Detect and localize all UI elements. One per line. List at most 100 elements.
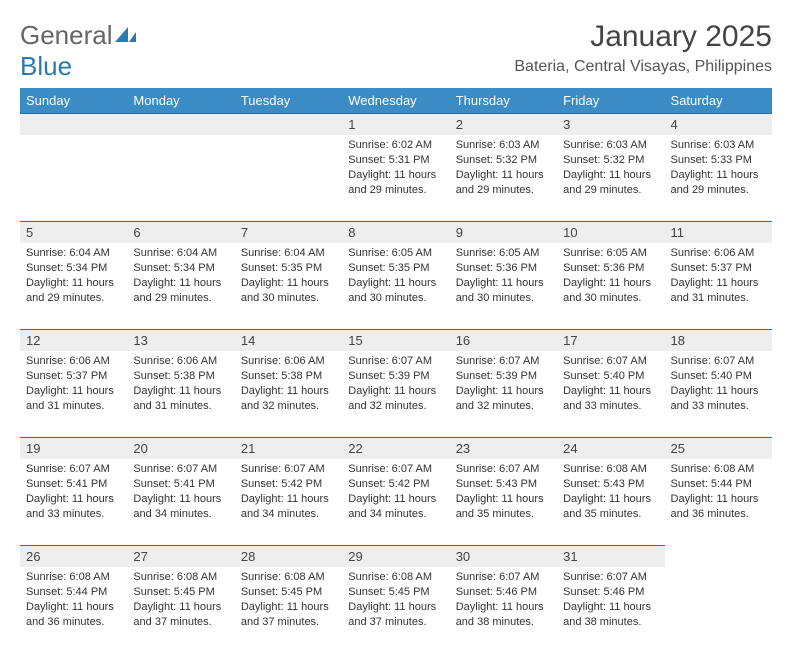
empty-cell: [235, 135, 342, 221]
day-number-cell: 28: [235, 545, 342, 567]
calendar-table: Sunday Monday Tuesday Wednesday Thursday…: [20, 88, 772, 653]
day-number: 7: [235, 221, 342, 243]
day-details: Sunrise: 6:05 AMSunset: 5:35 PMDaylight:…: [342, 243, 449, 311]
day-cell: Sunrise: 6:05 AMSunset: 5:35 PMDaylight:…: [342, 243, 449, 329]
day-number: 18: [665, 329, 772, 351]
day-details: Sunrise: 6:06 AMSunset: 5:37 PMDaylight:…: [665, 243, 772, 311]
day-number: 15: [342, 329, 449, 351]
day-details: Sunrise: 6:07 AMSunset: 5:40 PMDaylight:…: [665, 351, 772, 419]
day-cell: Sunrise: 6:07 AMSunset: 5:42 PMDaylight:…: [235, 459, 342, 545]
day-content-row: Sunrise: 6:04 AMSunset: 5:34 PMDaylight:…: [20, 243, 772, 329]
weekday-header: Saturday: [665, 88, 772, 113]
day-details: Sunrise: 6:07 AMSunset: 5:46 PMDaylight:…: [450, 567, 557, 635]
day-number: 23: [450, 437, 557, 459]
day-details: Sunrise: 6:07 AMSunset: 5:46 PMDaylight:…: [557, 567, 664, 635]
day-number: 25: [665, 437, 772, 459]
day-number-cell: 31: [557, 545, 664, 567]
day-number: 19: [20, 437, 127, 459]
day-number: 14: [235, 329, 342, 351]
day-cell: Sunrise: 6:07 AMSunset: 5:41 PMDaylight:…: [20, 459, 127, 545]
day-number-cell: 25: [665, 437, 772, 459]
day-content-row: Sunrise: 6:08 AMSunset: 5:44 PMDaylight:…: [20, 567, 772, 653]
day-number-cell: 9: [450, 221, 557, 243]
day-number: 3: [557, 113, 664, 135]
daynum-row: 262728293031: [20, 545, 772, 567]
day-details: Sunrise: 6:08 AMSunset: 5:45 PMDaylight:…: [235, 567, 342, 635]
day-cell: Sunrise: 6:06 AMSunset: 5:37 PMDaylight:…: [20, 351, 127, 437]
day-number: 5: [20, 221, 127, 243]
day-content-row: Sunrise: 6:06 AMSunset: 5:37 PMDaylight:…: [20, 351, 772, 437]
day-details: Sunrise: 6:06 AMSunset: 5:38 PMDaylight:…: [235, 351, 342, 419]
day-details: Sunrise: 6:04 AMSunset: 5:34 PMDaylight:…: [20, 243, 127, 311]
header: GeneralBlue January 2025 Bateria, Centra…: [20, 20, 772, 82]
day-number: 17: [557, 329, 664, 351]
day-cell: Sunrise: 6:07 AMSunset: 5:41 PMDaylight:…: [127, 459, 234, 545]
page-title: January 2025: [514, 20, 772, 54]
empty-cell: [665, 567, 772, 653]
day-cell: Sunrise: 6:02 AMSunset: 5:31 PMDaylight:…: [342, 135, 449, 221]
day-cell: Sunrise: 6:08 AMSunset: 5:45 PMDaylight:…: [235, 567, 342, 653]
day-number-cell: 11: [665, 221, 772, 243]
weekday-header: Monday: [127, 88, 234, 113]
day-number-cell: 5: [20, 221, 127, 243]
day-number: 9: [450, 221, 557, 243]
weekday-header-row: Sunday Monday Tuesday Wednesday Thursday…: [20, 88, 772, 113]
day-details: Sunrise: 6:07 AMSunset: 5:41 PMDaylight:…: [127, 459, 234, 527]
day-number-cell: 13: [127, 329, 234, 351]
day-number-cell: 3: [557, 113, 664, 135]
day-details: Sunrise: 6:07 AMSunset: 5:39 PMDaylight:…: [342, 351, 449, 419]
day-cell: Sunrise: 6:08 AMSunset: 5:45 PMDaylight:…: [127, 567, 234, 653]
day-cell: Sunrise: 6:04 AMSunset: 5:34 PMDaylight:…: [20, 243, 127, 329]
logo-sail-icon: [115, 20, 137, 51]
day-cell: Sunrise: 6:07 AMSunset: 5:46 PMDaylight:…: [450, 567, 557, 653]
day-number: 6: [127, 221, 234, 243]
day-number-cell: 8: [342, 221, 449, 243]
day-cell: Sunrise: 6:03 AMSunset: 5:32 PMDaylight:…: [450, 135, 557, 221]
day-details: Sunrise: 6:08 AMSunset: 5:44 PMDaylight:…: [665, 459, 772, 527]
daynum-row: 1234: [20, 113, 772, 135]
day-number: 1: [342, 113, 449, 135]
calendar-body: 1234Sunrise: 6:02 AMSunset: 5:31 PMDayli…: [20, 113, 772, 653]
day-cell: Sunrise: 6:03 AMSunset: 5:32 PMDaylight:…: [557, 135, 664, 221]
day-number-cell: 24: [557, 437, 664, 459]
day-cell: Sunrise: 6:07 AMSunset: 5:39 PMDaylight:…: [342, 351, 449, 437]
daynum-row: 567891011: [20, 221, 772, 243]
daynum-row: 19202122232425: [20, 437, 772, 459]
day-cell: Sunrise: 6:07 AMSunset: 5:40 PMDaylight:…: [665, 351, 772, 437]
day-cell: Sunrise: 6:07 AMSunset: 5:40 PMDaylight:…: [557, 351, 664, 437]
day-cell: Sunrise: 6:08 AMSunset: 5:45 PMDaylight:…: [342, 567, 449, 653]
day-number-cell: 21: [235, 437, 342, 459]
day-number-cell: 23: [450, 437, 557, 459]
day-number-cell: 17: [557, 329, 664, 351]
day-cell: Sunrise: 6:07 AMSunset: 5:46 PMDaylight:…: [557, 567, 664, 653]
day-number-cell: 10: [557, 221, 664, 243]
day-number-cell: 12: [20, 329, 127, 351]
day-number-cell: 29: [342, 545, 449, 567]
day-cell: Sunrise: 6:08 AMSunset: 5:44 PMDaylight:…: [665, 459, 772, 545]
day-cell: Sunrise: 6:08 AMSunset: 5:43 PMDaylight:…: [557, 459, 664, 545]
day-details: Sunrise: 6:03 AMSunset: 5:33 PMDaylight:…: [665, 135, 772, 203]
daynum-row: 12131415161718: [20, 329, 772, 351]
location-subtitle: Bateria, Central Visayas, Philippines: [514, 58, 772, 76]
day-cell: Sunrise: 6:07 AMSunset: 5:43 PMDaylight:…: [450, 459, 557, 545]
day-cell: Sunrise: 6:04 AMSunset: 5:35 PMDaylight:…: [235, 243, 342, 329]
weekday-header: Wednesday: [342, 88, 449, 113]
day-number: 12: [20, 329, 127, 351]
day-number: 16: [450, 329, 557, 351]
day-number-cell: 2: [450, 113, 557, 135]
day-number-cell: 18: [665, 329, 772, 351]
day-cell: Sunrise: 6:07 AMSunset: 5:39 PMDaylight:…: [450, 351, 557, 437]
day-details: Sunrise: 6:07 AMSunset: 5:42 PMDaylight:…: [235, 459, 342, 527]
day-details: Sunrise: 6:08 AMSunset: 5:45 PMDaylight:…: [127, 567, 234, 635]
day-details: Sunrise: 6:07 AMSunset: 5:42 PMDaylight:…: [342, 459, 449, 527]
day-cell: Sunrise: 6:04 AMSunset: 5:34 PMDaylight:…: [127, 243, 234, 329]
day-cell: Sunrise: 6:06 AMSunset: 5:37 PMDaylight:…: [665, 243, 772, 329]
day-number-cell: 16: [450, 329, 557, 351]
day-number: 29: [342, 545, 449, 567]
day-number: 28: [235, 545, 342, 567]
day-cell: Sunrise: 6:05 AMSunset: 5:36 PMDaylight:…: [450, 243, 557, 329]
day-details: Sunrise: 6:08 AMSunset: 5:44 PMDaylight:…: [20, 567, 127, 635]
weekday-header: Sunday: [20, 88, 127, 113]
day-content-row: Sunrise: 6:02 AMSunset: 5:31 PMDaylight:…: [20, 135, 772, 221]
day-details: Sunrise: 6:06 AMSunset: 5:37 PMDaylight:…: [20, 351, 127, 419]
